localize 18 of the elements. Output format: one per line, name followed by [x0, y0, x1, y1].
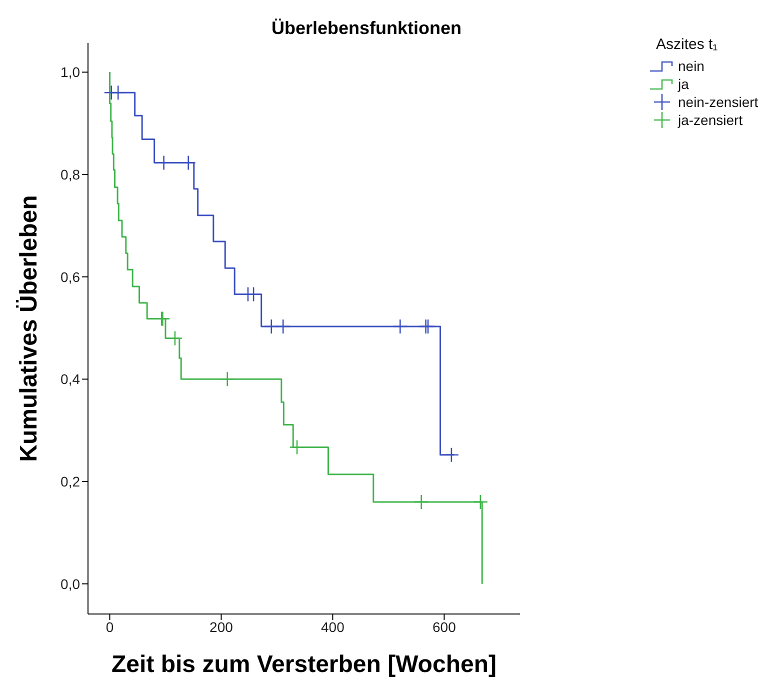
y-tick-label: 1,0: [60, 64, 80, 80]
legend-label: ja-zensiert: [678, 112, 743, 128]
legend-label: ja: [678, 76, 689, 92]
x-tick-label: 600: [432, 618, 456, 635]
x-axis-title: Zeit bis zum Versterben [Wochen]: [112, 651, 496, 678]
legend-label: nein: [678, 58, 704, 74]
y-tick-label: 0,2: [60, 473, 80, 490]
y-tick-label: 0,8: [60, 166, 80, 182]
legend-title: Aszites t₁: [655, 36, 719, 53]
chart-title: Überlebensfunktionen: [270, 18, 463, 39]
x-tick-label: 400: [321, 618, 345, 635]
x-tick-label: 0: [106, 618, 114, 635]
legend-label: nein-zensiert: [678, 94, 758, 110]
y-tick-label: 0,4: [60, 371, 80, 388]
y-axis-title: Kumulatives Überleben: [16, 195, 43, 462]
y-tick-label: 0,6: [60, 268, 80, 285]
x-tick-label: 200: [210, 618, 234, 635]
y-tick-label: 0,0: [60, 576, 80, 592]
